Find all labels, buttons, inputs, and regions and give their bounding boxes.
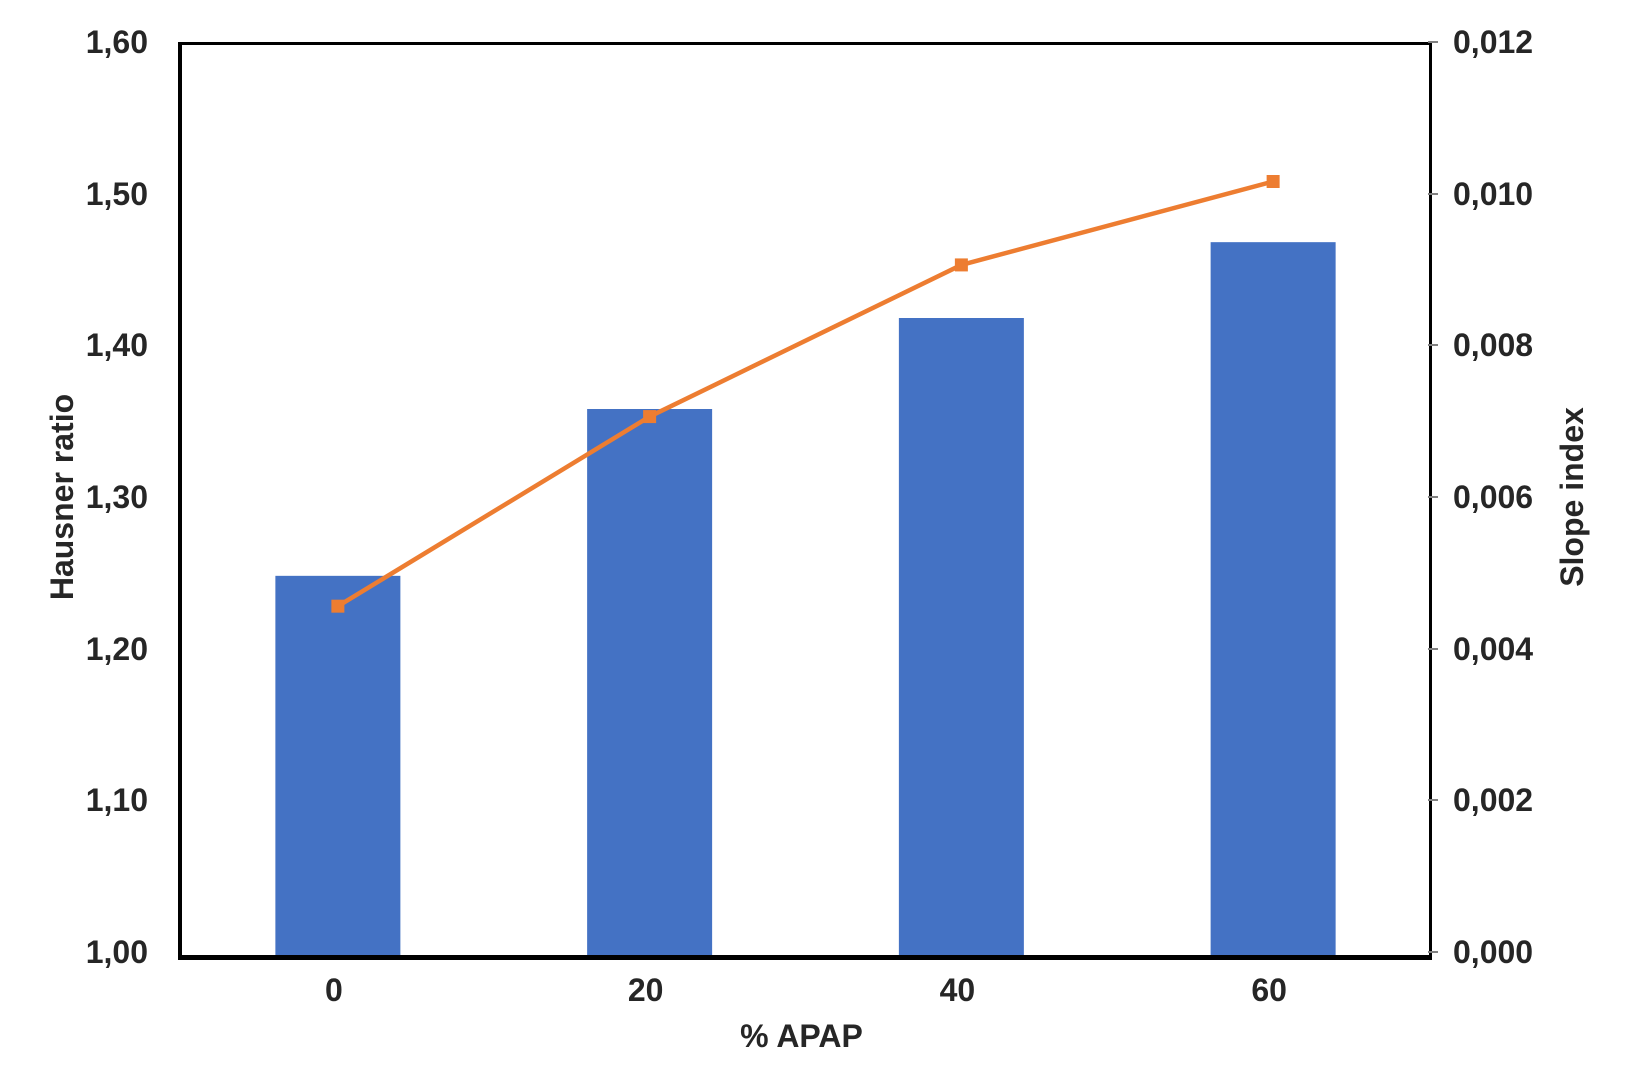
- right-axis-tick-label: 0,012: [1453, 24, 1534, 60]
- left-axis-tick-label: 1,10: [85, 782, 148, 819]
- right-axis-tick-label: 0,006: [1453, 479, 1534, 515]
- right-axis-tick-label: 0,000: [1453, 934, 1534, 970]
- line-marker-0: [331, 599, 345, 613]
- chart-plot-svg: [275, 175, 1336, 955]
- bar-0: [275, 575, 401, 955]
- slope-index-line: [335, 179, 1276, 609]
- x-axis-tick-label: 0: [324, 972, 343, 1008]
- left-axis-title: Hausner ratio: [44, 393, 80, 601]
- right-axis-title: Slope index: [1554, 407, 1590, 587]
- left-axis-tick-label: 1,20: [85, 630, 148, 667]
- right-axis-tick-label: 0,008: [1453, 327, 1534, 364]
- bar-40: [898, 318, 1024, 955]
- bar-20: [587, 409, 713, 955]
- line-marker-40: [954, 258, 968, 272]
- right-axis-tick-mark: [1428, 799, 1438, 802]
- left-axis-tick-label: 1,00: [85, 934, 148, 970]
- x-axis-tick-label: 60: [1251, 972, 1287, 1008]
- left-axis-tick-label: 1,60: [85, 24, 148, 60]
- line-marker-20: [643, 410, 657, 424]
- bar-60: [1210, 242, 1336, 955]
- right-axis-tick-label: 0,002: [1453, 782, 1534, 819]
- right-axis-tick-mark: [1428, 951, 1438, 953]
- plot-area: [178, 42, 1432, 960]
- left-axis-tick-label: 1,40: [85, 327, 148, 364]
- right-axis-tick-mark: [1428, 647, 1438, 650]
- right-axis-tick-label: 0,010: [1453, 175, 1534, 212]
- right-axis-tick-mark: [1428, 41, 1438, 43]
- x-axis-tick-label: 20: [627, 972, 664, 1008]
- x-axis-tick-label: 40: [939, 972, 976, 1008]
- left-axis-tick-label: 1,50: [85, 175, 148, 212]
- right-axis-tick-mark: [1428, 496, 1438, 498]
- left-axis-tick-label: 1,30: [85, 479, 148, 515]
- line-marker-60: [1266, 175, 1280, 188]
- right-axis-tick-mark: [1428, 344, 1438, 347]
- right-axis-tick-label: 0,004: [1453, 630, 1534, 667]
- right-axis-tick-mark: [1428, 192, 1438, 195]
- x-axis-title: % APAP: [740, 1018, 863, 1054]
